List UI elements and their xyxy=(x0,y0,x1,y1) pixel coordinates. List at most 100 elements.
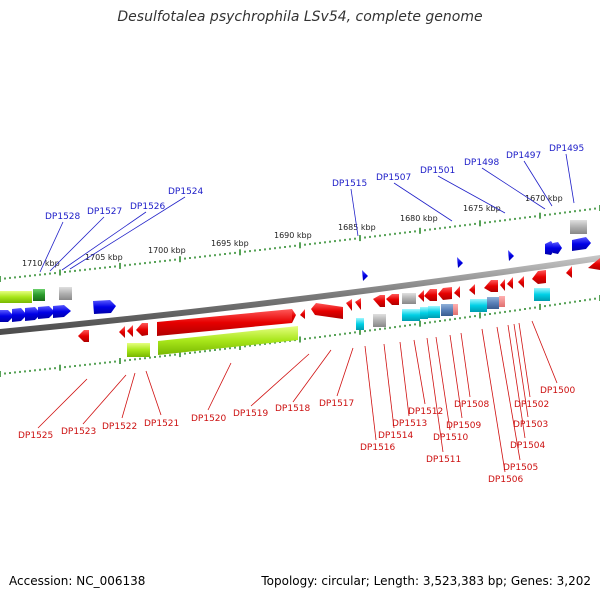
scale-tick-minor xyxy=(79,364,81,367)
scale-tick-minor xyxy=(449,226,451,229)
scale-tick-minor xyxy=(209,254,211,257)
scale-tick-minor xyxy=(259,249,261,251)
gene-arrow-red-9 xyxy=(454,286,460,298)
gene-arrow-red-10 xyxy=(469,284,475,295)
leader-dp1507 xyxy=(393,182,453,222)
scale-tick-minor xyxy=(484,313,486,316)
scale-tick-minor xyxy=(454,225,456,228)
scale-tick-minor xyxy=(339,333,341,336)
scale-tick-minor xyxy=(154,261,156,263)
scale-tick-minor xyxy=(149,261,151,264)
scale-tick-minor xyxy=(424,229,426,232)
scale-tick-minor xyxy=(399,232,401,235)
scale-tick-major xyxy=(539,303,541,310)
scale-tick-minor xyxy=(459,317,461,320)
label-dp1510: DP1510 xyxy=(433,433,469,443)
scale-tick-minor xyxy=(204,255,206,258)
gene-arrow-red-12 xyxy=(500,279,505,291)
gene-arrow-blue-small-1 xyxy=(362,270,368,281)
leader-dp1500 xyxy=(531,320,558,384)
scale-tick-minor xyxy=(399,325,401,328)
scale-tick-minor xyxy=(519,217,521,220)
leader-dp1518 xyxy=(292,349,332,403)
scale-tick-minor xyxy=(329,334,331,337)
scale-tick-minor xyxy=(224,253,226,255)
scale-tick-minor xyxy=(314,336,316,339)
leader-dp1509 xyxy=(449,334,463,419)
scale-tick-minor xyxy=(169,354,171,357)
scale-tick-minor xyxy=(369,329,371,332)
scale-tick-minor xyxy=(529,216,531,218)
gene-arrow-blue-4 xyxy=(572,237,591,251)
gene-arrow-red-2 xyxy=(346,299,352,311)
leader-dp1512 xyxy=(413,339,426,405)
gene-cyan-2 xyxy=(402,309,420,321)
label-dp1509: DP1509 xyxy=(446,421,482,431)
scale-tick-minor xyxy=(74,365,76,367)
label-dp1508: DP1508 xyxy=(454,400,490,410)
leader-dp1511 xyxy=(426,337,444,453)
scale-tick-minor xyxy=(569,301,571,304)
scale-tick-major xyxy=(0,276,1,282)
scale-tick-major xyxy=(419,320,421,327)
scale-tick-major xyxy=(479,312,481,319)
scale-tick-minor xyxy=(219,253,221,256)
scale-tick-major xyxy=(539,212,541,219)
scale-tick-minor xyxy=(444,319,446,322)
scale-tick-minor xyxy=(494,312,496,315)
backbone-blue-arrows xyxy=(0,305,71,322)
scale-tick-minor xyxy=(174,258,176,261)
scale-tick-minor xyxy=(514,309,516,312)
scale-tick-minor xyxy=(39,368,41,371)
scale-tick-major xyxy=(239,249,241,256)
label-dp1526: DP1526 xyxy=(130,202,166,212)
label-dp1506: DP1506 xyxy=(488,475,524,485)
scale-tick-minor xyxy=(229,252,231,255)
label-dp1525: DP1525 xyxy=(18,431,53,441)
scale-tick-minor xyxy=(489,313,491,315)
scale-tick-minor xyxy=(254,344,256,347)
gene-arrow-blue-1 xyxy=(93,300,116,314)
top-leader-lines xyxy=(39,153,575,273)
scale-tick-minor xyxy=(129,263,131,266)
gene-arrow-blue-6 xyxy=(12,308,27,322)
scale-tick-major xyxy=(239,344,241,350)
scale-tick-major xyxy=(299,242,301,249)
scale-tick-minor xyxy=(374,235,376,238)
scale-tick-minor xyxy=(414,230,416,233)
label-dp1507: DP1507 xyxy=(376,173,411,183)
scale-tick-minor xyxy=(504,310,506,313)
label-dp1495: DP1495 xyxy=(549,144,584,154)
leader-dp1520 xyxy=(207,362,232,411)
label-dp1520: DP1520 xyxy=(191,414,227,424)
gene-gray-4 xyxy=(373,314,386,327)
scale-tick-minor xyxy=(554,212,556,215)
gene-cyan-top-1 xyxy=(534,288,550,301)
gene-gray-2 xyxy=(402,293,416,304)
label-dp1515: DP1515 xyxy=(332,179,367,189)
scale-tick-minor xyxy=(409,231,411,233)
scale-tick-minor xyxy=(579,209,581,212)
scale-tick-minor xyxy=(459,224,461,227)
leader-dp1513 xyxy=(399,341,410,417)
gene-arrow-red-4 xyxy=(373,295,385,307)
forward-strand-genes xyxy=(0,220,600,319)
scale-tick-minor xyxy=(304,337,306,340)
scale-tick-minor xyxy=(109,361,111,364)
gene-arrow-red-5 xyxy=(386,294,399,305)
scale-tick-minor xyxy=(374,328,376,331)
label-dp1522: DP1522 xyxy=(102,422,137,432)
scale-tick-minor xyxy=(349,332,351,335)
page-title: Desulfotalea psychrophila LSv54, complet… xyxy=(117,9,483,25)
gene-arrow-red-14 xyxy=(518,276,524,288)
scale-tick-minor xyxy=(279,246,281,249)
scale-tick-minor xyxy=(364,330,366,333)
scale-tick-minor xyxy=(69,365,71,368)
scale-tick-minor xyxy=(464,224,466,227)
scale-tick-minor xyxy=(224,347,226,350)
scale-tick-minor xyxy=(384,234,386,237)
scale-tick-minor xyxy=(114,360,116,363)
scale-tick-minor xyxy=(129,358,131,361)
label-dp1514: DP1514 xyxy=(378,431,414,441)
gene-arrow-red-3 xyxy=(355,298,361,310)
